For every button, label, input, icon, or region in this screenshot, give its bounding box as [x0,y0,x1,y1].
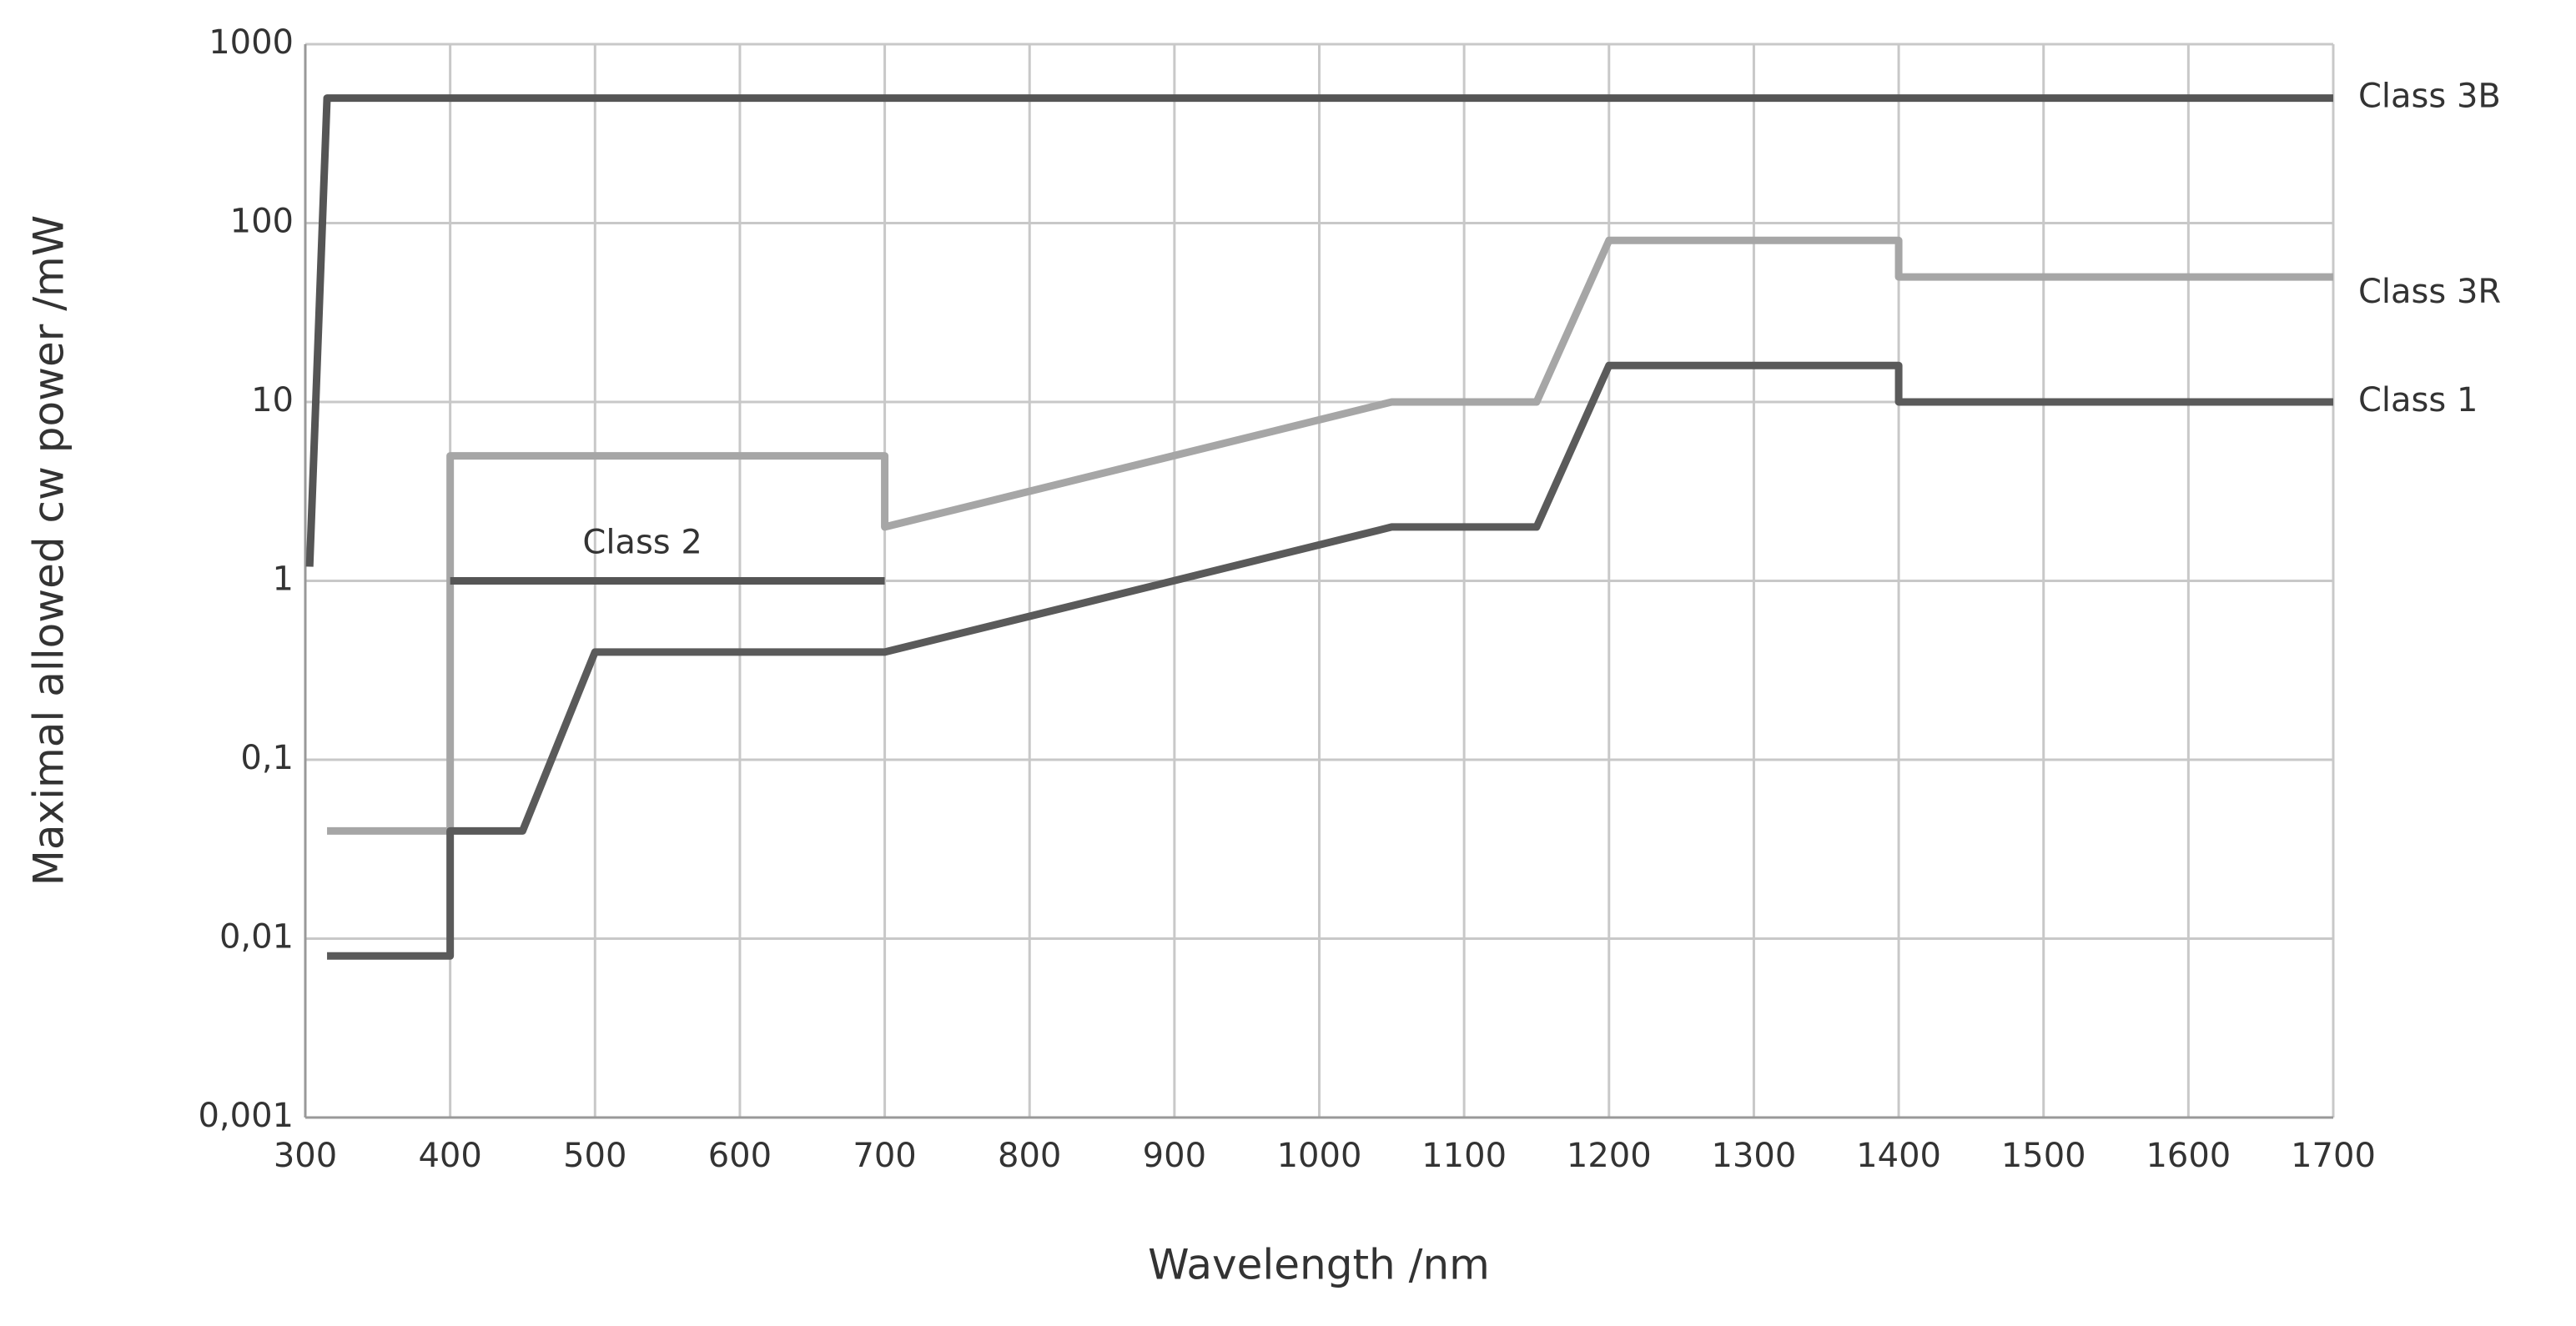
x-axis-title: Wavelength /nm [1148,1241,1490,1289]
x-tick-label: 1100 [1421,1137,1507,1175]
y-tick-label: 100 [230,203,294,241]
y-axis-title: Maximal allowed cw power /mW [25,215,73,886]
y-tick-label: 1 [273,560,294,599]
x-tick-label: 1300 [1712,1137,1797,1175]
series-label: Class 3B [2358,78,2501,116]
y-tick-label: 0,01 [219,918,294,957]
y-tick-label: 1000 [209,23,294,62]
y-tick-label: 0,001 [198,1097,294,1135]
x-tick-label: 800 [998,1137,1061,1175]
x-tick-label: 1200 [1567,1137,1652,1175]
x-tick-label: 300 [274,1137,337,1175]
x-tick-label: 1600 [2146,1137,2231,1175]
x-tick-label: 1500 [2001,1137,2086,1175]
x-tick-label: 700 [853,1137,916,1175]
series-line [327,361,2333,960]
y-tick-label: 10 [251,381,294,419]
x-tick-label: 600 [708,1137,772,1175]
x-tick-label: 900 [1143,1137,1206,1175]
x-tick-label: 1700 [2291,1137,2376,1175]
y-tick-label: 0,1 [240,739,294,777]
series-label: Class 1 [2358,381,2478,419]
x-tick-label: 500 [563,1137,626,1175]
series-line [305,94,2333,567]
series-label: Class 2 [582,524,702,562]
x-tick-label: 1400 [1856,1137,1941,1175]
series-label: Class 3R [2358,273,2501,311]
x-tick-label: 400 [418,1137,481,1175]
x-tick-label: 1000 [1277,1137,1362,1175]
